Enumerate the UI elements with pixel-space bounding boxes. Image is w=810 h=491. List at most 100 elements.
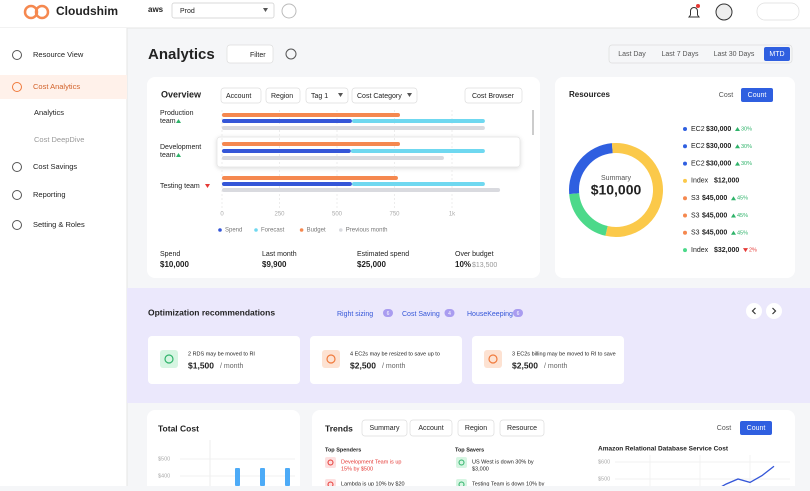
nav-item[interactable]: Analytics xyxy=(34,108,64,117)
legend-label: Forecast xyxy=(261,228,285,234)
tab[interactable] xyxy=(305,87,349,104)
dropdown-arrow xyxy=(407,93,412,97)
refresh-button[interactable] xyxy=(281,3,297,19)
change-arrow xyxy=(743,248,748,253)
x-tick-label: 250 xyxy=(274,212,285,218)
bar xyxy=(222,176,398,180)
row-label: Testing team xyxy=(160,183,200,190)
env-select[interactable] xyxy=(171,2,275,19)
resource-change: 30% xyxy=(741,161,752,167)
x-tick-label: 500 xyxy=(332,212,343,218)
filter-button[interactable] xyxy=(226,44,274,64)
card-period: / month xyxy=(382,363,405,370)
bar xyxy=(260,468,265,486)
resource-change: 2% xyxy=(749,248,757,254)
resources-card xyxy=(555,77,795,278)
tab[interactable] xyxy=(499,419,545,437)
tab[interactable] xyxy=(409,419,453,437)
list-title: Top Spenders xyxy=(325,447,361,453)
resource-name: EC2 xyxy=(691,126,705,133)
nav-item[interactable]: Cost Analytics xyxy=(33,82,80,91)
y-tick-label: $500 xyxy=(598,476,610,482)
prev-button[interactable] xyxy=(746,303,762,319)
opt-tab[interactable]: HouseKeeping xyxy=(467,311,513,318)
count-badge xyxy=(383,309,393,317)
toggle-option[interactable]: Cost xyxy=(717,425,731,432)
trend-item: Development Team is up xyxy=(341,459,401,465)
toggle-option[interactable]: Count xyxy=(747,425,766,432)
date-range[interactable]: Last Day xyxy=(618,51,646,58)
toggle-active xyxy=(741,88,773,102)
bell-icon[interactable] xyxy=(688,7,700,18)
recommendation-card[interactable] xyxy=(148,336,300,384)
nav-icon xyxy=(12,82,22,92)
x-tick-label: 1k xyxy=(449,212,456,218)
resource-change: 30% xyxy=(741,126,752,132)
y-tick-label: $400 xyxy=(158,473,170,479)
legend-dot xyxy=(683,248,687,253)
change-arrow xyxy=(735,161,740,166)
nav-item[interactable]: Cost Savings xyxy=(33,162,77,171)
nav-item[interactable]: Cost DeepDive xyxy=(34,135,84,144)
avatar[interactable] xyxy=(715,3,733,21)
bar xyxy=(351,182,485,186)
tab[interactable] xyxy=(464,87,523,104)
card-title: Resources xyxy=(569,90,610,99)
tab[interactable] xyxy=(457,419,495,437)
change-arrow xyxy=(731,196,736,201)
resource-name: Index xyxy=(691,178,709,185)
x-tick-label: 750 xyxy=(389,212,400,218)
date-active xyxy=(764,47,790,61)
bar xyxy=(222,119,352,123)
bar xyxy=(222,126,485,130)
resource-value: $30,000 xyxy=(706,143,731,150)
change-arrow xyxy=(731,230,736,235)
count-label: 4 xyxy=(448,311,451,317)
tab[interactable] xyxy=(361,419,408,437)
donut-label: Summary xyxy=(601,175,631,182)
card-title: Total Cost xyxy=(158,423,199,433)
bar xyxy=(222,182,352,186)
stat-label: Spend xyxy=(160,251,180,258)
tab[interactable] xyxy=(351,87,418,104)
date-range[interactable]: Last 30 Days xyxy=(714,51,755,58)
donut-segment xyxy=(605,143,663,237)
trend-arrow xyxy=(205,184,210,188)
globe-icon[interactable] xyxy=(285,48,297,60)
nav-item[interactable]: Setting & Roles xyxy=(33,220,85,229)
card-icon xyxy=(322,350,340,368)
toggle-option[interactable]: Count xyxy=(748,92,767,99)
theme-toggle[interactable] xyxy=(756,2,800,21)
date-range[interactable]: MTD xyxy=(769,51,784,58)
tab[interactable] xyxy=(220,87,262,104)
legend-dot xyxy=(299,228,304,232)
resource-name: Index xyxy=(691,247,709,254)
date-group xyxy=(608,44,793,64)
recommendation-card[interactable] xyxy=(310,336,462,384)
donut-segment xyxy=(569,143,614,195)
count-label: 6 xyxy=(517,311,520,317)
opt-tab[interactable]: Cost Saving xyxy=(402,311,440,318)
nav-item[interactable]: Resource View xyxy=(33,50,84,59)
tab-label: Account xyxy=(418,425,443,432)
x-tick-label: 0 xyxy=(220,212,224,218)
recommendation-card[interactable] xyxy=(472,336,624,384)
resource-name: S3 xyxy=(691,195,700,202)
legend-dot xyxy=(254,228,258,232)
tab-label: Tag 1 xyxy=(311,93,328,100)
nav-icon xyxy=(12,50,22,60)
stat-value: $10,000 xyxy=(160,260,189,269)
next-button[interactable] xyxy=(766,303,782,319)
date-range[interactable]: Last 7 Days xyxy=(662,51,699,58)
bar xyxy=(351,119,485,123)
resource-value: $32,000 xyxy=(714,247,739,254)
bar xyxy=(285,468,290,486)
nav-item[interactable]: Reporting xyxy=(33,190,66,199)
trend-item: 15% by $500 xyxy=(341,466,373,472)
opt-tab[interactable]: Right sizing xyxy=(337,311,373,318)
tab[interactable] xyxy=(265,87,301,104)
toggle-option[interactable]: Cost xyxy=(719,92,733,99)
legend-dot xyxy=(218,228,222,232)
stat-value: $25,000 xyxy=(357,260,386,269)
